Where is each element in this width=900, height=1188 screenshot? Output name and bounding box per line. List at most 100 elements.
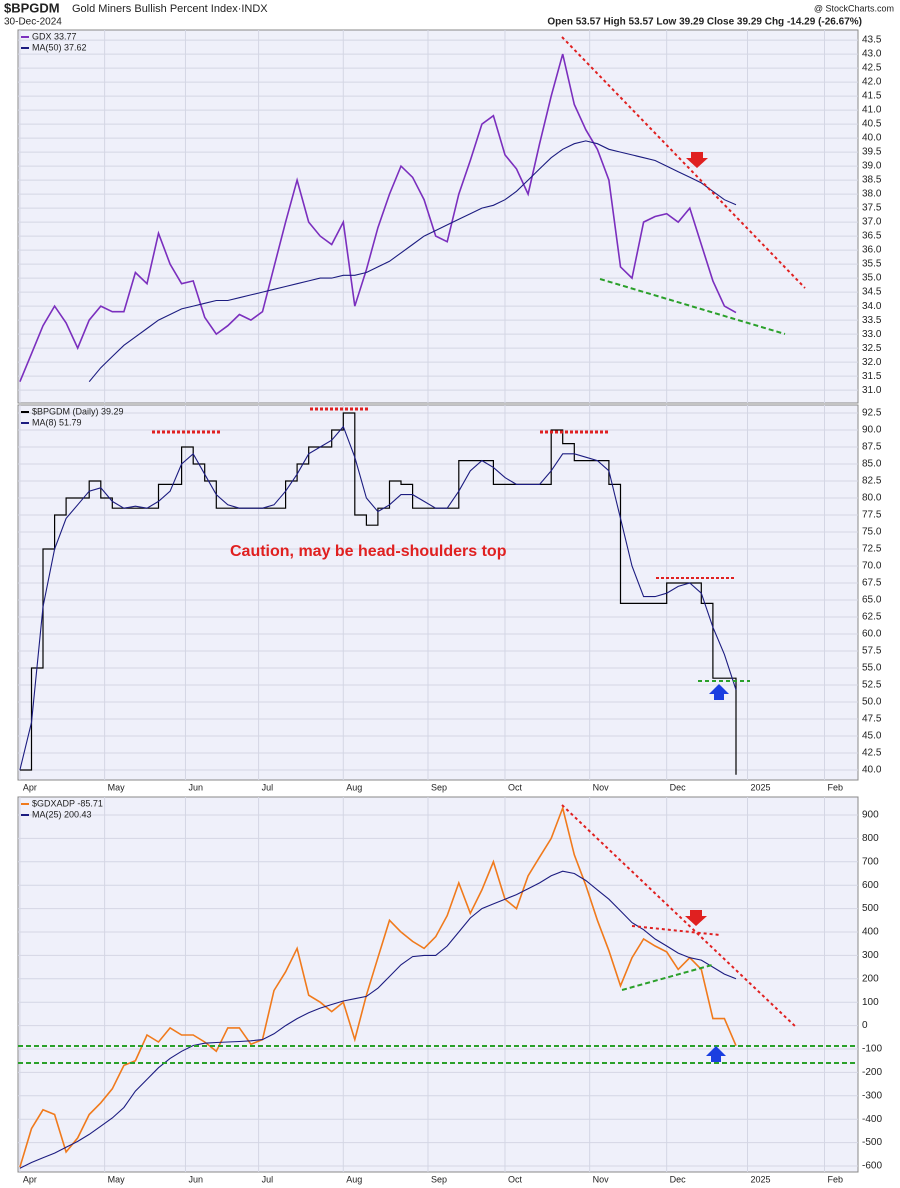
y-tick-label: 62.5 [862,612,882,623]
y-tick-label: 200 [862,973,879,984]
y-tick-label: 42.5 [862,748,882,759]
y-tick-label: 90.0 [862,425,882,436]
x-tick-label: May [108,782,126,792]
y-tick-label: 43.5 [862,35,882,46]
y-tick-label: -600 [862,1161,882,1172]
series-line [19,425,737,771]
down-arrow [685,910,707,926]
date: 30-Dec-2024 [4,17,62,28]
x-tick-label: Nov [593,1174,610,1184]
y-tick-label: 37.5 [862,203,882,214]
annotations: Caution, may be head-shoulders top [18,36,858,1064]
down-arrow [686,152,708,168]
y-tick-label: 100 [862,997,879,1008]
x-tick-label: Jul [262,782,274,792]
y-tick-label: 45.0 [862,731,882,742]
x-tick-label: Oct [508,782,523,792]
y-tick-label: 75.0 [862,527,882,538]
x-tick-label: Apr [23,782,37,792]
y-tick-label: -400 [862,1114,882,1125]
legend-label: $BPGDM (Daily) 39.29 [32,406,124,416]
x-tick-label: 2025 [751,1174,771,1184]
legend-label: $GDXADP -85.71 [32,798,103,808]
y-tick-label: 92.5 [862,408,882,419]
y-tick-label: 57.5 [862,646,882,657]
y-tick-label: 35.0 [862,273,882,284]
y-tick-label: -100 [862,1044,882,1055]
x-tick-label: Jun [188,1174,203,1184]
x-tick-label: Jun [188,782,203,792]
y-tick-label: 34.5 [862,287,882,298]
y-tick-label: 33.5 [862,315,882,326]
y-tick-label: 34.0 [862,301,882,312]
plot-area [17,29,859,404]
y-tick-label: 38.0 [862,189,882,200]
y-tick-label: 36.5 [862,231,882,242]
y-tick-label: 40.0 [862,133,882,144]
credit: @ StockCharts.com [814,3,894,13]
y-tick-label: 70.0 [862,561,882,572]
y-tick-label: 60.0 [862,629,882,640]
y-tick-label: 65.0 [862,595,882,606]
y-tick-label: 300 [862,950,879,961]
legend-label: MA(50) 37.62 [32,42,87,52]
x-tick-label: Feb [828,1174,844,1184]
series-line [19,805,737,1168]
plot-area [17,404,859,781]
x-tick-label: Nov [593,782,610,792]
y-tick-label: 50.0 [862,697,882,708]
y-tick-label: 41.0 [862,105,882,116]
y-tick-label: 43.0 [862,49,882,60]
y-tick-label: 39.0 [862,161,882,172]
y-tick-label: -300 [862,1090,882,1101]
y-tick-label: 55.0 [862,663,882,674]
y-tick-label: 35.5 [862,259,882,270]
annotation: Caution, may be head-shoulders top [230,543,507,560]
y-tick-label: 72.5 [862,544,882,555]
y-tick-label: 33.0 [862,329,882,340]
x-tick-label: Aug [346,782,362,792]
x-tick-label: May [108,1174,126,1184]
y-tick-label: 0 [862,1020,868,1031]
series-line [19,53,737,383]
x-tick-label: Feb [828,782,844,792]
plot-area [17,796,859,1173]
resistance-line [631,925,721,936]
y-tick-label: 47.5 [862,714,882,725]
legend-label: GDX 33.77 [32,31,77,41]
y-tick-label: 700 [862,856,879,867]
panels: 31.0 31.5 32.0 32.5 33.0 33.5 34.0 34.5 35.0 35.5… [17,29,882,1184]
x-tick-label: Dec [670,1174,687,1184]
x-tick-label: 2025 [751,782,771,792]
y-tick-label: 39.5 [862,147,882,158]
panel: 40.0 42.5 45.0 47.5 50.0 52.5 55.0 57.5 60.0 62.5… [17,404,882,792]
support-line [599,278,786,335]
symbol: $BPGDM [4,0,60,15]
y-tick-label: 67.5 [862,578,882,589]
y-tick-label: 42.0 [862,77,882,88]
y-tick-label: 42.5 [862,63,882,74]
series-line [88,140,737,383]
x-tick-label: Sep [431,782,447,792]
x-tick-label: Aug [346,1174,362,1184]
y-tick-label: -200 [862,1067,882,1078]
x-tick-label: Dec [670,782,687,792]
y-tick-label: 600 [862,880,879,891]
legend-label: MA(25) 200.43 [32,809,92,819]
index-name: Gold Miners Bullish Percent Index·INDX [72,3,268,15]
y-tick-label: 800 [862,833,879,844]
x-tick-label: Sep [431,1174,447,1184]
y-tick-label: 36.0 [862,245,882,256]
panel: -600 -500 -400 -300 -200 -100 0 100 200 300 400 500… [17,796,882,1184]
legend-label: MA(8) 51.79 [32,417,82,427]
x-tick-label: Oct [508,1174,523,1184]
up-arrow [706,1046,726,1062]
y-tick-label: 40.5 [862,119,882,130]
y-tick-label: -500 [862,1137,882,1148]
y-tick-label: 40.0 [862,765,882,776]
y-tick-label: 38.5 [862,175,882,186]
y-tick-label: 31.5 [862,371,882,382]
resistance-line [561,36,806,289]
y-tick-label: 32.0 [862,357,882,368]
